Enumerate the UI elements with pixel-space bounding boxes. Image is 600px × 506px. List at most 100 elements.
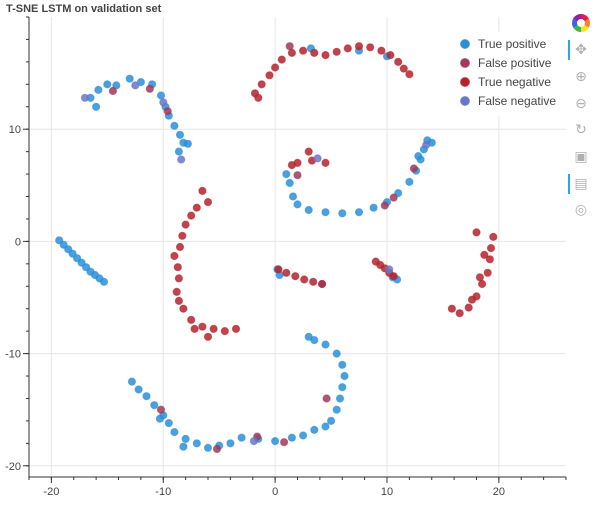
data-point[interactable] bbox=[212, 444, 222, 454]
data-point[interactable] bbox=[366, 43, 375, 52]
data-point[interactable] bbox=[172, 287, 181, 296]
data-point[interactable] bbox=[155, 414, 164, 423]
data-point[interactable] bbox=[131, 81, 140, 90]
data-point[interactable] bbox=[332, 405, 341, 414]
data-point[interactable] bbox=[409, 164, 418, 173]
data-point[interactable] bbox=[145, 84, 154, 93]
data-point[interactable] bbox=[389, 272, 398, 281]
reset-icon[interactable]: ↻ bbox=[575, 122, 587, 138]
data-point[interactable] bbox=[271, 63, 280, 72]
data-point[interactable] bbox=[183, 139, 192, 148]
data-point[interactable] bbox=[280, 438, 289, 447]
data-point[interactable] bbox=[321, 422, 330, 431]
help-icon[interactable]: ◎ bbox=[574, 202, 588, 218]
data-point[interactable] bbox=[108, 86, 118, 96]
data-point[interactable] bbox=[327, 416, 336, 425]
data-point[interactable] bbox=[422, 140, 431, 149]
data-point[interactable] bbox=[170, 251, 179, 261]
data-point[interactable] bbox=[340, 371, 349, 381]
bokeh-logo[interactable] bbox=[572, 14, 590, 32]
data-point[interactable] bbox=[338, 209, 347, 218]
data-point[interactable] bbox=[455, 309, 464, 318]
data-point[interactable] bbox=[125, 74, 134, 83]
data-point[interactable] bbox=[282, 268, 291, 277]
data-point[interactable] bbox=[321, 51, 330, 60]
data-point[interactable] bbox=[159, 98, 168, 107]
data-point[interactable] bbox=[277, 55, 286, 64]
data-point[interactable] bbox=[354, 42, 364, 51]
data-point[interactable] bbox=[287, 433, 296, 442]
data-point[interactable] bbox=[134, 385, 143, 394]
data-point[interactable] bbox=[483, 268, 492, 277]
data-point[interactable] bbox=[103, 80, 112, 89]
data-point[interactable] bbox=[310, 425, 319, 434]
data-point[interactable] bbox=[203, 443, 213, 452]
data-point[interactable] bbox=[237, 433, 246, 442]
data-point[interactable] bbox=[287, 161, 296, 170]
data-point[interactable] bbox=[181, 434, 190, 443]
data-point[interactable] bbox=[198, 186, 207, 195]
data-point[interactable] bbox=[285, 178, 294, 188]
wheel-zoom-icon[interactable]: ⊖ bbox=[575, 96, 587, 112]
data-point[interactable] bbox=[405, 177, 414, 186]
data-point[interactable] bbox=[192, 439, 201, 448]
data-point[interactable] bbox=[486, 244, 496, 253]
box-zoom-icon[interactable]: ⊕ bbox=[575, 69, 587, 85]
data-point[interactable] bbox=[99, 277, 109, 286]
data-point[interactable] bbox=[220, 327, 229, 336]
data-point[interactable] bbox=[174, 274, 183, 283]
data-point[interactable] bbox=[304, 205, 313, 215]
data-point[interactable] bbox=[322, 394, 331, 403]
data-point[interactable] bbox=[321, 208, 330, 217]
data-point[interactable] bbox=[164, 419, 173, 428]
data-point[interactable] bbox=[332, 47, 341, 56]
data-point[interactable] bbox=[321, 158, 330, 167]
data-point[interactable] bbox=[142, 392, 151, 401]
data-point[interactable] bbox=[338, 383, 347, 392]
data-point[interactable] bbox=[478, 279, 487, 289]
data-point[interactable] bbox=[249, 437, 258, 446]
data-point[interactable] bbox=[287, 48, 296, 58]
data-point[interactable] bbox=[282, 170, 291, 179]
data-point[interactable] bbox=[335, 394, 345, 403]
data-point[interactable] bbox=[467, 295, 477, 304]
data-point[interactable] bbox=[343, 44, 352, 53]
data-point[interactable] bbox=[173, 263, 182, 272]
pan-icon[interactable]: ✥ bbox=[568, 40, 592, 60]
data-point[interactable] bbox=[299, 46, 308, 55]
data-point[interactable] bbox=[480, 250, 489, 259]
data-point[interactable] bbox=[254, 93, 263, 102]
data-point[interactable] bbox=[472, 228, 481, 237]
data-point[interactable] bbox=[300, 275, 309, 284]
data-point[interactable] bbox=[190, 324, 199, 333]
data-point[interactable] bbox=[299, 431, 308, 440]
data-point[interactable] bbox=[203, 332, 213, 341]
data-point[interactable] bbox=[92, 102, 101, 111]
data-point[interactable] bbox=[288, 192, 298, 201]
data-point[interactable] bbox=[231, 324, 241, 333]
data-point[interactable] bbox=[175, 242, 185, 252]
save-icon[interactable]: ▣ bbox=[574, 149, 588, 165]
data-point[interactable] bbox=[377, 46, 386, 55]
data-point[interactable] bbox=[265, 71, 274, 80]
data-point[interactable] bbox=[369, 203, 378, 212]
data-point[interactable] bbox=[389, 193, 398, 202]
data-point[interactable] bbox=[447, 304, 456, 313]
data-point[interactable] bbox=[209, 324, 218, 333]
data-point[interactable] bbox=[318, 279, 327, 289]
hover-icon[interactable]: ▤ bbox=[568, 174, 592, 194]
data-point[interactable] bbox=[285, 42, 294, 51]
data-point[interactable] bbox=[464, 303, 473, 312]
data-point[interactable] bbox=[163, 107, 172, 116]
data-point[interactable] bbox=[414, 152, 423, 161]
data-point[interactable] bbox=[309, 277, 318, 286]
data-point[interactable] bbox=[181, 220, 190, 229]
data-point[interactable] bbox=[304, 332, 313, 341]
data-point[interactable] bbox=[475, 273, 484, 282]
data-point[interactable] bbox=[386, 51, 395, 60]
data-point[interactable] bbox=[178, 231, 187, 240]
data-point[interactable] bbox=[310, 48, 319, 58]
data-point[interactable] bbox=[170, 428, 179, 437]
data-point[interactable] bbox=[485, 255, 494, 264]
